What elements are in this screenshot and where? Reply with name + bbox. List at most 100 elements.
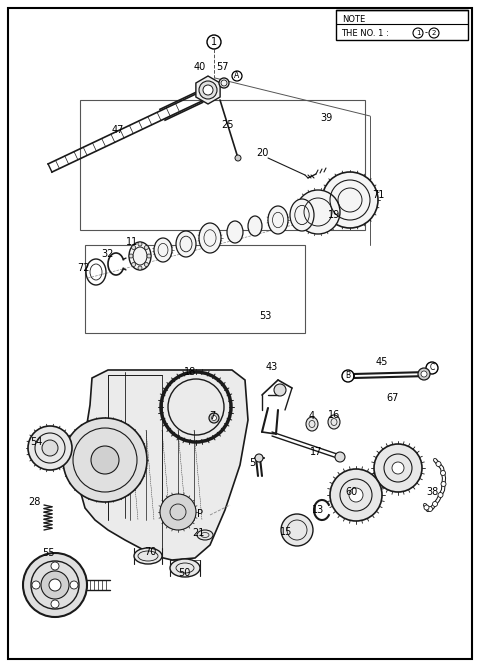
Text: 15: 15	[280, 527, 292, 537]
Circle shape	[129, 254, 133, 258]
Text: 40: 40	[194, 62, 206, 72]
Text: NOTE: NOTE	[342, 15, 365, 23]
Circle shape	[374, 444, 422, 492]
Circle shape	[91, 446, 119, 474]
Circle shape	[144, 245, 148, 249]
Circle shape	[203, 85, 213, 95]
Circle shape	[418, 368, 430, 380]
Circle shape	[28, 426, 72, 470]
Circle shape	[32, 581, 40, 589]
Text: -: -	[424, 29, 428, 37]
Circle shape	[235, 155, 241, 161]
Bar	[80, 100, 365, 230]
Circle shape	[132, 263, 136, 267]
Circle shape	[438, 492, 443, 498]
Text: 71: 71	[372, 190, 384, 200]
Circle shape	[51, 600, 59, 608]
Circle shape	[428, 506, 432, 512]
Text: 70: 70	[144, 547, 156, 557]
Circle shape	[349, 488, 363, 502]
Text: 32: 32	[101, 249, 113, 259]
Text: 11: 11	[126, 237, 138, 247]
Circle shape	[160, 494, 196, 530]
Ellipse shape	[170, 559, 200, 577]
Circle shape	[138, 242, 142, 246]
Ellipse shape	[328, 415, 340, 429]
Circle shape	[23, 553, 87, 617]
Text: 28: 28	[28, 497, 40, 507]
Text: 72: 72	[77, 263, 89, 273]
Ellipse shape	[248, 216, 262, 236]
Text: 13: 13	[312, 505, 324, 515]
Text: 50: 50	[178, 568, 190, 578]
Text: 21: 21	[192, 528, 204, 538]
Text: 16: 16	[328, 410, 340, 420]
Ellipse shape	[227, 221, 243, 243]
Text: 47: 47	[112, 125, 124, 135]
Circle shape	[335, 452, 345, 462]
Ellipse shape	[134, 548, 162, 564]
Text: 1: 1	[416, 30, 420, 36]
Circle shape	[147, 254, 151, 258]
Circle shape	[212, 416, 216, 420]
Circle shape	[432, 502, 437, 506]
Text: 25: 25	[222, 120, 234, 130]
Circle shape	[70, 581, 78, 589]
Polygon shape	[196, 76, 220, 104]
Text: 19: 19	[328, 210, 340, 220]
Text: 45: 45	[376, 357, 388, 367]
Circle shape	[424, 505, 429, 510]
Ellipse shape	[176, 231, 196, 257]
Circle shape	[436, 462, 441, 466]
Polygon shape	[80, 370, 248, 560]
Circle shape	[441, 470, 445, 476]
Text: 39: 39	[320, 113, 332, 123]
Circle shape	[209, 413, 219, 423]
Text: 7: 7	[209, 411, 215, 421]
Text: C: C	[430, 364, 434, 372]
Text: 53: 53	[259, 311, 271, 321]
Text: 17: 17	[310, 447, 322, 457]
Circle shape	[330, 469, 382, 521]
Text: 43: 43	[266, 362, 278, 372]
Text: 54: 54	[30, 437, 42, 447]
Circle shape	[132, 245, 136, 249]
Circle shape	[255, 454, 263, 462]
Circle shape	[199, 81, 217, 99]
Ellipse shape	[129, 242, 151, 270]
Circle shape	[41, 571, 69, 599]
Circle shape	[274, 384, 286, 396]
Circle shape	[138, 266, 142, 270]
Ellipse shape	[154, 238, 172, 262]
Ellipse shape	[268, 206, 288, 234]
Text: P: P	[197, 509, 203, 519]
Circle shape	[421, 371, 427, 377]
Circle shape	[144, 263, 148, 267]
Circle shape	[51, 562, 59, 570]
Ellipse shape	[199, 223, 221, 253]
Text: B: B	[346, 372, 350, 380]
Text: 4: 4	[309, 411, 315, 421]
Circle shape	[392, 462, 404, 474]
Text: THE NO. 1 :: THE NO. 1 :	[341, 29, 391, 37]
Circle shape	[219, 78, 229, 88]
Text: 60: 60	[346, 487, 358, 497]
Circle shape	[42, 440, 58, 456]
Circle shape	[63, 418, 147, 502]
Text: A: A	[234, 71, 240, 81]
Text: 38: 38	[426, 487, 438, 497]
Ellipse shape	[197, 530, 213, 540]
Ellipse shape	[306, 417, 318, 431]
Circle shape	[296, 190, 340, 234]
Text: 2: 2	[432, 30, 436, 36]
Text: 5: 5	[249, 458, 255, 468]
Text: 67: 67	[387, 393, 399, 403]
Bar	[85, 245, 305, 333]
Text: 55: 55	[42, 548, 54, 558]
Circle shape	[281, 514, 313, 546]
Circle shape	[322, 172, 378, 228]
Text: 1: 1	[211, 37, 217, 47]
Circle shape	[441, 482, 446, 486]
Text: 20: 20	[256, 148, 268, 158]
Circle shape	[49, 579, 61, 591]
